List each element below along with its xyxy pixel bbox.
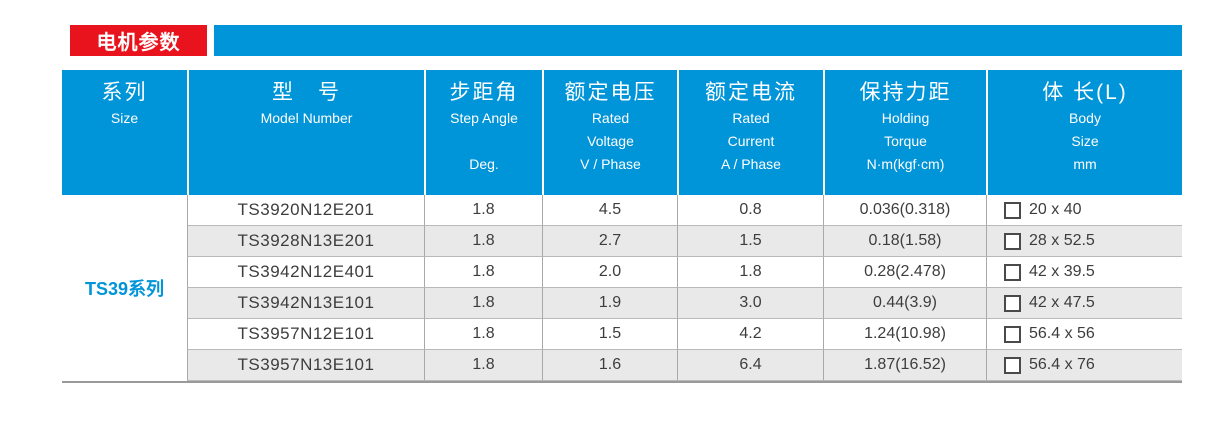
col-header-series: 系列 Size [62,70,187,195]
body-size-cell: 42 x 39.5 [986,257,1182,288]
col-header-current-en2: Current [727,133,775,149]
body-size-checkbox[interactable] [1004,201,1021,219]
col-header-torque: 保持力距 Holding Torque N·m(kgf·cm) [823,70,986,195]
title-accent-bar [214,25,1182,56]
table-header-row: 系列 Size 型 号 Model Number 步距角 Step Angle … [62,70,1182,195]
table-row: TS3942N12E401 1.8 2.0 1.8 0.28(2.478) 42… [62,257,1182,288]
rated-current-cell: 6.4 [677,350,823,381]
rated-current-cell: 4.2 [677,319,823,350]
rated-voltage-cell: 1.6 [542,350,677,381]
rated-voltage-cell: 1.5 [542,319,677,350]
col-header-body-size: 体 长(L) Body Size mm [986,70,1182,195]
col-header-voltage-zh: 额定电压 [564,81,657,104]
table-row: TS3942N13E101 1.8 1.9 3.0 0.44(3.9) 42 x… [62,288,1182,319]
col-header-step-angle: 步距角 Step Angle Deg. [424,70,542,195]
body-size-cell: 56.4 x 56 [986,319,1182,350]
model-number-cell: TS3957N13E101 [187,350,424,381]
step-angle-cell: 1.8 [424,350,542,381]
rated-voltage-cell: 1.9 [542,288,677,319]
table-row: TS3957N12E101 1.8 1.5 4.2 1.24(10.98) 56… [62,319,1182,350]
model-number-cell: TS3920N12E201 [187,195,424,226]
model-number-cell: TS3942N13E101 [187,288,424,319]
body-size-checkbox[interactable] [1004,356,1021,374]
body-size-value: 56.4 x 76 [1029,356,1095,373]
col-header-model-zh: 型 号 [272,81,341,104]
model-number-cell: TS3957N12E101 [187,319,424,350]
step-angle-cell: 1.8 [424,288,542,319]
col-header-torque-zh: 保持力距 [859,81,952,104]
section-title-badge: 电机参数 [70,25,207,56]
col-header-body-size-zh: 体 长(L) [1042,81,1128,104]
col-header-model: 型 号 Model Number [187,70,424,195]
col-header-voltage-unit: V / Phase [580,156,641,172]
rated-current-cell: 3.0 [677,288,823,319]
rated-voltage-cell: 2.7 [542,226,677,257]
body-size-checkbox[interactable] [1004,263,1021,281]
col-header-torque-en1: Holding [881,110,930,126]
col-header-body-size-en2: Size [1071,133,1099,149]
rated-current-cell: 0.8 [677,195,823,226]
series-label: TS39系列 [84,279,165,299]
holding-torque-cell: 1.24(10.98) [823,319,986,350]
col-header-body-size-unit: mm [1073,156,1097,172]
section-title: 电机参数 [96,32,181,54]
step-angle-cell: 1.8 [424,195,542,226]
body-size-cell: 28 x 52.5 [986,226,1182,257]
col-header-current: 额定电流 Rated Current A / Phase [677,70,823,195]
motor-parameters-table: 系列 Size 型 号 Model Number 步距角 Step Angle … [62,70,1182,383]
body-size-cell: 42 x 47.5 [986,288,1182,319]
col-header-current-unit: A / Phase [721,156,781,172]
col-header-series-zh: 系列 [101,81,148,104]
col-header-voltage-en1: Rated [591,110,630,126]
body-size-checkbox[interactable] [1004,325,1021,343]
holding-torque-cell: 0.28(2.478) [823,257,986,288]
rated-current-cell: 1.5 [677,226,823,257]
col-header-step-angle-unit: Deg. [469,156,499,172]
rated-current-cell: 1.8 [677,257,823,288]
col-header-voltage: 额定电压 Rated Voltage V / Phase [542,70,677,195]
holding-torque-cell: 0.18(1.58) [823,226,986,257]
col-header-current-en1: Rated [732,110,770,126]
col-header-torque-en2: Torque [884,133,927,149]
model-number-cell: TS3928N13E201 [187,226,424,257]
col-header-model-en: Model Number [260,110,353,126]
model-number-cell: TS3942N12E401 [187,257,424,288]
step-angle-cell: 1.8 [424,226,542,257]
holding-torque-cell: 1.87(16.52) [823,350,986,381]
col-header-body-size-en1: Body [1069,110,1101,126]
step-angle-cell: 1.8 [424,319,542,350]
body-size-cell: 56.4 x 76 [986,350,1182,381]
rated-voltage-cell: 2.0 [542,257,677,288]
table-row: TS3920N12E201 1.8 4.5 0.8 0.036(0.318) 2… [62,195,1182,226]
step-angle-cell: 1.8 [424,257,542,288]
col-header-torque-unit: N·m(kgf·cm) [866,156,945,172]
body-size-cell: 20 x 40 [986,195,1182,226]
holding-torque-cell: 0.44(3.9) [823,288,986,319]
col-header-step-angle-en: Step Angle [450,110,518,126]
col-header-current-zh: 额定电流 [705,81,797,104]
col-header-step-angle-zh: 步距角 [449,81,519,104]
col-header-voltage-en2: Voltage [587,133,634,149]
body-size-checkbox[interactable] [1004,232,1021,250]
body-size-checkbox[interactable] [1004,294,1021,312]
holding-torque-cell: 0.036(0.318) [823,195,986,226]
col-header-series-en: Size [110,110,139,126]
body-size-value: 20 x 40 [1029,201,1082,218]
body-size-value: 42 x 39.5 [1029,263,1095,280]
body-size-value: 42 x 47.5 [1029,294,1095,311]
rated-voltage-cell: 4.5 [542,195,677,226]
body-size-value: 28 x 52.5 [1029,232,1095,249]
table-row: TS3957N13E101 1.8 1.6 6.4 1.87(16.52) 56… [62,350,1182,381]
table-row: TS3928N13E201 1.8 2.7 1.5 0.18(1.58) 28 … [62,226,1182,257]
body-size-value: 56.4 x 56 [1029,325,1095,342]
table-body: TS3920N12E201 1.8 4.5 0.8 0.036(0.318) 2… [62,195,1182,383]
